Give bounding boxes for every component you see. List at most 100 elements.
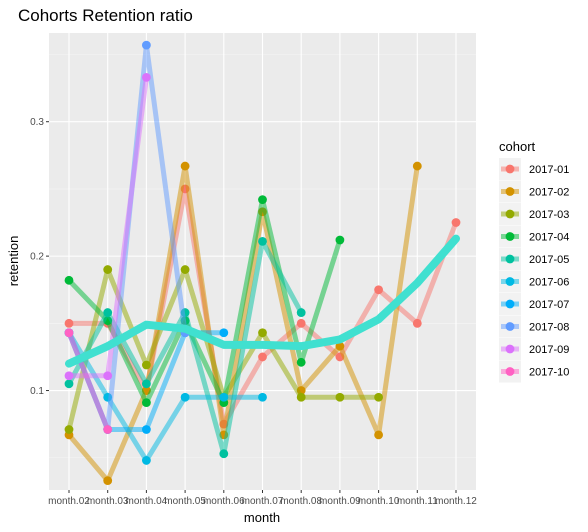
x-tick-label: month.03 <box>87 496 129 507</box>
grid-lines <box>49 33 476 490</box>
legend-title: cohort <box>499 139 536 154</box>
data-point <box>258 392 267 402</box>
data-point <box>103 476 113 485</box>
x-tick-label: month.07 <box>242 496 284 507</box>
legend-point <box>505 367 515 376</box>
data-point <box>258 195 267 205</box>
legend-item: 2017-05 <box>499 248 569 270</box>
legend-point <box>505 344 515 354</box>
data-point <box>103 265 113 274</box>
legend-label: 2017-07 <box>529 299 569 311</box>
data-point <box>219 328 229 338</box>
data-point <box>103 308 113 317</box>
data-point <box>296 357 306 367</box>
legend-label: 2017-08 <box>529 322 569 334</box>
legend-label: 2017-06 <box>529 277 569 289</box>
legend-label: 2017-10 <box>529 367 569 379</box>
data-point <box>335 392 345 402</box>
legend-item: 2017-03 <box>499 203 569 225</box>
data-point <box>258 328 267 338</box>
data-point <box>64 318 74 328</box>
legend-point <box>505 277 515 286</box>
legend-item: 2017-04 <box>499 225 569 248</box>
legend-label: 2017-03 <box>529 209 569 221</box>
legend-label: 2017-09 <box>529 344 569 356</box>
data-point <box>142 379 151 389</box>
data-point <box>412 161 422 171</box>
legend: cohort 2017-01 2017-02 2017-03 2017-04 2017-… <box>499 139 569 383</box>
trend-layer <box>65 234 460 368</box>
x-axis: month.02month.03month.04month.05month.06… <box>48 490 477 507</box>
data-point <box>103 425 113 434</box>
data-point <box>335 235 345 245</box>
data-point <box>64 275 74 285</box>
series-line <box>67 163 420 484</box>
legend-point <box>505 254 515 264</box>
legend-item: 2017-06 <box>499 270 569 293</box>
legend-point <box>505 209 515 219</box>
legend-label: 2017-05 <box>529 254 569 266</box>
data-point <box>142 360 151 370</box>
data-point <box>64 379 74 389</box>
x-tick-label: month.10 <box>358 496 400 507</box>
series-line <box>66 331 263 463</box>
y-tick-label: 0.2 <box>30 252 44 263</box>
data-point <box>374 392 383 402</box>
legend-item: 2017-07 <box>499 293 569 315</box>
data-point <box>180 161 190 171</box>
data-point <box>142 72 151 82</box>
legend-point <box>505 299 515 309</box>
data-point <box>64 425 74 434</box>
legend-label: 2017-02 <box>529 187 569 199</box>
legend-item: 2017-08 <box>499 315 569 338</box>
x-tick-label: month.04 <box>126 496 168 507</box>
data-point <box>142 456 151 465</box>
data-point <box>296 308 306 317</box>
legend-item: 2017-02 <box>499 180 569 203</box>
legend-point <box>505 187 515 196</box>
x-tick-label: month.02 <box>48 496 90 507</box>
y-axis-title: retention <box>6 236 21 287</box>
data-point <box>374 430 383 440</box>
x-tick-label: month.05 <box>164 496 206 507</box>
series-line <box>66 331 111 431</box>
y-tick-label: 0.1 <box>30 386 44 397</box>
y-axis: 0.1 0.2 0.3 <box>30 117 49 397</box>
series-layer <box>64 40 461 485</box>
legend-item: 2017-01 <box>499 158 569 180</box>
legend-item: 2017-09 <box>499 338 569 360</box>
trend-line <box>65 234 460 368</box>
data-point <box>412 318 422 328</box>
legend-point <box>505 232 515 241</box>
data-point <box>258 236 267 246</box>
data-point <box>219 449 229 459</box>
x-axis-title: month <box>244 510 280 525</box>
data-point <box>64 328 74 338</box>
data-point <box>374 285 383 295</box>
x-tick-label: month.12 <box>435 496 477 507</box>
legend-item: 2017-10 <box>499 360 569 383</box>
data-point <box>219 392 229 402</box>
data-point <box>180 392 190 402</box>
data-point <box>335 341 345 351</box>
data-point <box>180 265 190 274</box>
data-point <box>258 352 267 362</box>
chart-title: Cohorts Retention ratio <box>18 6 193 25</box>
series-2017-10 <box>64 328 113 434</box>
legend-label: 2017-01 <box>529 164 569 176</box>
x-tick-label: month.08 <box>280 496 322 507</box>
x-tick-label: month.06 <box>203 496 245 507</box>
data-point <box>142 425 151 434</box>
series-2017-09 <box>64 72 151 381</box>
data-point <box>142 398 151 408</box>
x-tick-label: month.09 <box>319 496 361 507</box>
data-point <box>64 371 74 381</box>
data-point <box>103 371 113 381</box>
x-tick-label: month.11 <box>397 496 438 507</box>
data-point <box>296 392 306 402</box>
data-point <box>296 318 306 328</box>
legend-point <box>505 164 515 174</box>
y-tick-label: 0.3 <box>30 117 44 128</box>
legend-label: 2017-04 <box>529 232 569 244</box>
